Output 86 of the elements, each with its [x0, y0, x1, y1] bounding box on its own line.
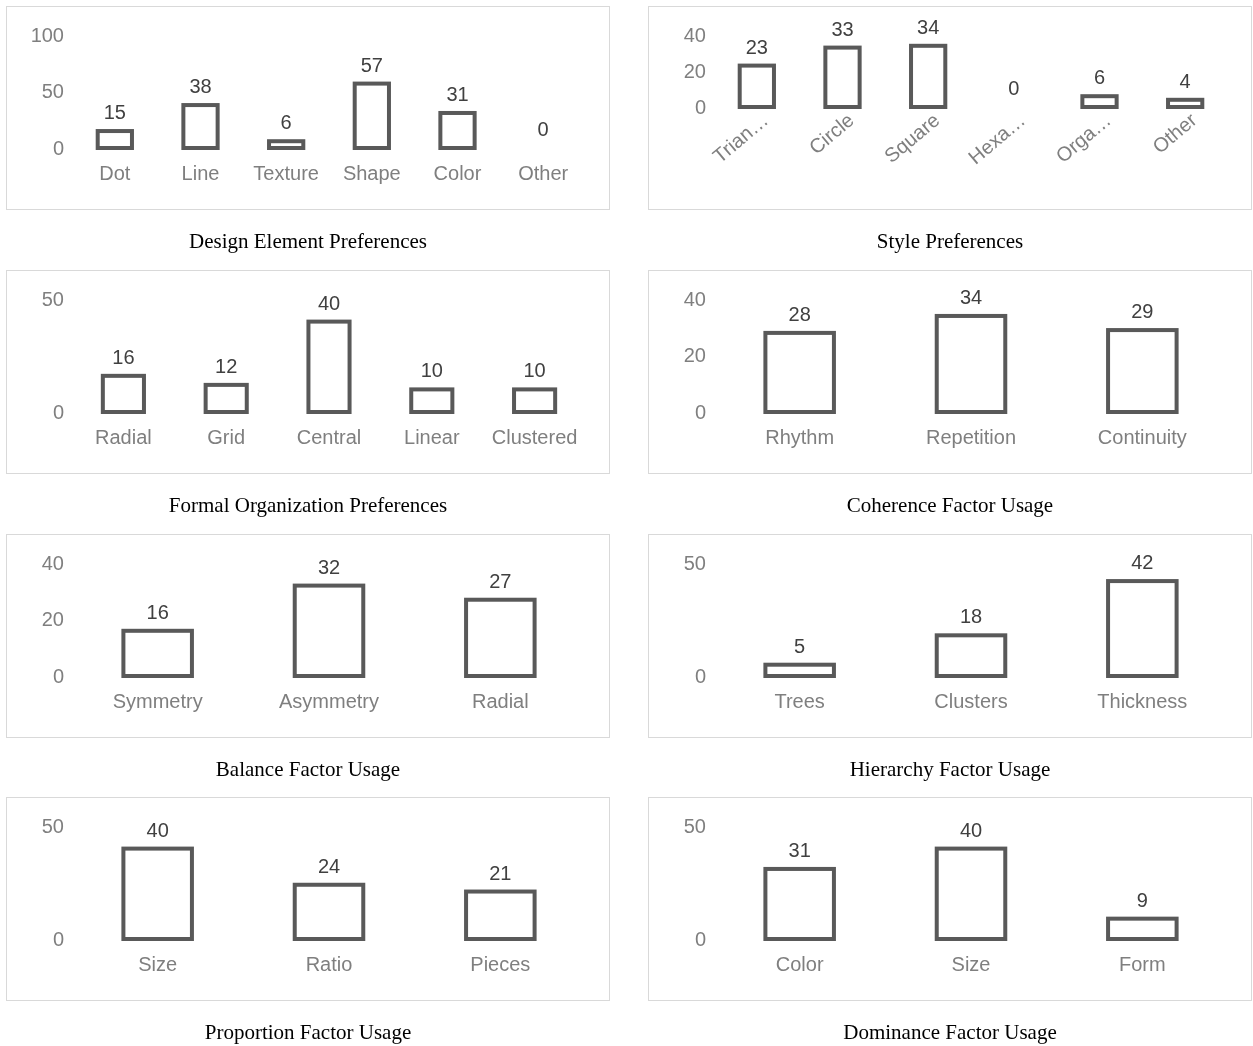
data-label: 32 — [317, 555, 341, 578]
x-tick-label: Grid — [207, 426, 246, 449]
text: Formal Organization Preferences — [168, 493, 448, 517]
data-label: 23 — [745, 35, 768, 58]
y-tick-label: 40 — [683, 287, 706, 310]
y-tick-label: 0 — [52, 136, 64, 159]
y-tick-label: 20 — [683, 59, 706, 82]
y-tick-label: 0 — [694, 927, 706, 950]
x-tick-label: Repetition — [925, 426, 1017, 449]
y-tick-label: 40 — [683, 23, 706, 46]
data-label: 16 — [146, 600, 169, 623]
x-tick-label: Symmetry — [112, 690, 203, 713]
text: Proportion Factor Usage — [204, 1020, 412, 1044]
data-label: 0 — [1008, 77, 1020, 99]
x-tick-label: Shape — [342, 162, 401, 185]
data-label: 12 — [215, 354, 238, 377]
y-tick-label: 0 — [694, 400, 706, 423]
data-label: 33 — [831, 17, 854, 40]
data-label: 38 — [189, 75, 212, 98]
data-label: 5 — [794, 634, 806, 657]
x-tick-label: Asymmetry — [279, 690, 379, 713]
data-label: 24 — [317, 854, 341, 877]
x-tick-label: Trees — [774, 690, 825, 713]
text: Hierarchy Factor Usage — [849, 757, 1051, 781]
text: Design Element Preferences — [189, 229, 427, 253]
x-tick-label: Dot — [99, 162, 131, 185]
x-tick-label: Clustered — [491, 426, 578, 449]
y-tick-label: 50 — [41, 287, 64, 310]
data-label: 15 — [103, 101, 126, 124]
data-label: 40 — [959, 818, 983, 841]
x-tick-label: Linear — [404, 426, 460, 449]
data-label: 6 — [1093, 66, 1106, 89]
y-tick-label: 100 — [30, 23, 64, 46]
x-tick-label: Radial — [95, 426, 152, 449]
x-tick-label: Radial — [471, 690, 529, 713]
data-label: 40 — [146, 818, 169, 841]
y-tick-label: 0 — [52, 664, 64, 687]
text: Balance Factor Usage — [215, 757, 401, 781]
data-label: 29 — [1131, 300, 1154, 323]
data-label: 6 — [280, 111, 292, 134]
x-tick-label: Rhythm — [765, 426, 835, 449]
x-tick-label: Size — [951, 953, 991, 976]
x-tick-label: Clusters — [934, 690, 1008, 713]
x-tick-label: Central — [296, 426, 362, 449]
data-label: 21 — [489, 861, 512, 884]
data-label: 57 — [360, 53, 383, 76]
y-tick-label: 0 — [694, 664, 706, 687]
y-tick-label: 50 — [41, 80, 64, 103]
data-label: 42 — [1131, 551, 1154, 574]
x-tick-label: Color — [433, 162, 482, 185]
data-label: 18 — [959, 605, 983, 628]
y-tick-label: 0 — [694, 95, 706, 118]
y-tick-label: 0 — [52, 927, 64, 950]
x-tick-label: Continuity — [1097, 426, 1187, 449]
x-tick-label: Size — [138, 953, 178, 976]
x-tick-label: Ratio — [305, 953, 353, 976]
data-label: 28 — [788, 302, 811, 325]
data-label: 10 — [523, 359, 546, 382]
text: Dominance Factor Usage — [843, 1020, 1057, 1044]
y-tick-label: 40 — [41, 551, 64, 574]
y-tick-label: 50 — [683, 814, 706, 837]
x-tick-label: Color — [775, 953, 824, 976]
data-label: 31 — [788, 838, 811, 861]
data-label: 34 — [959, 285, 983, 308]
data-label: 10 — [420, 359, 443, 382]
y-tick-label: 20 — [41, 608, 64, 631]
x-tick-label: Line — [181, 162, 220, 185]
data-label: 31 — [446, 82, 469, 105]
data-label: 9 — [1136, 888, 1148, 911]
data-label: 0 — [537, 118, 549, 140]
x-tick-label: Thickness — [1097, 690, 1188, 713]
y-tick-label: 50 — [41, 814, 64, 837]
y-tick-label: 0 — [52, 400, 64, 423]
x-tick-label: Other — [518, 162, 569, 185]
y-tick-label: 50 — [683, 551, 706, 574]
x-tick-label: Pieces — [470, 953, 531, 976]
y-tick-label: 20 — [683, 344, 706, 367]
x-tick-label: Form — [1119, 953, 1166, 976]
text: Coherence Factor Usage — [846, 493, 1054, 517]
data-label: 27 — [489, 569, 512, 592]
data-label: 4 — [1179, 69, 1191, 92]
data-label: 40 — [317, 291, 341, 314]
data-label: 16 — [112, 345, 135, 368]
text: Style Preferences — [876, 229, 1024, 253]
x-tick-label: Texture — [253, 162, 319, 185]
data-label: 34 — [917, 15, 940, 38]
